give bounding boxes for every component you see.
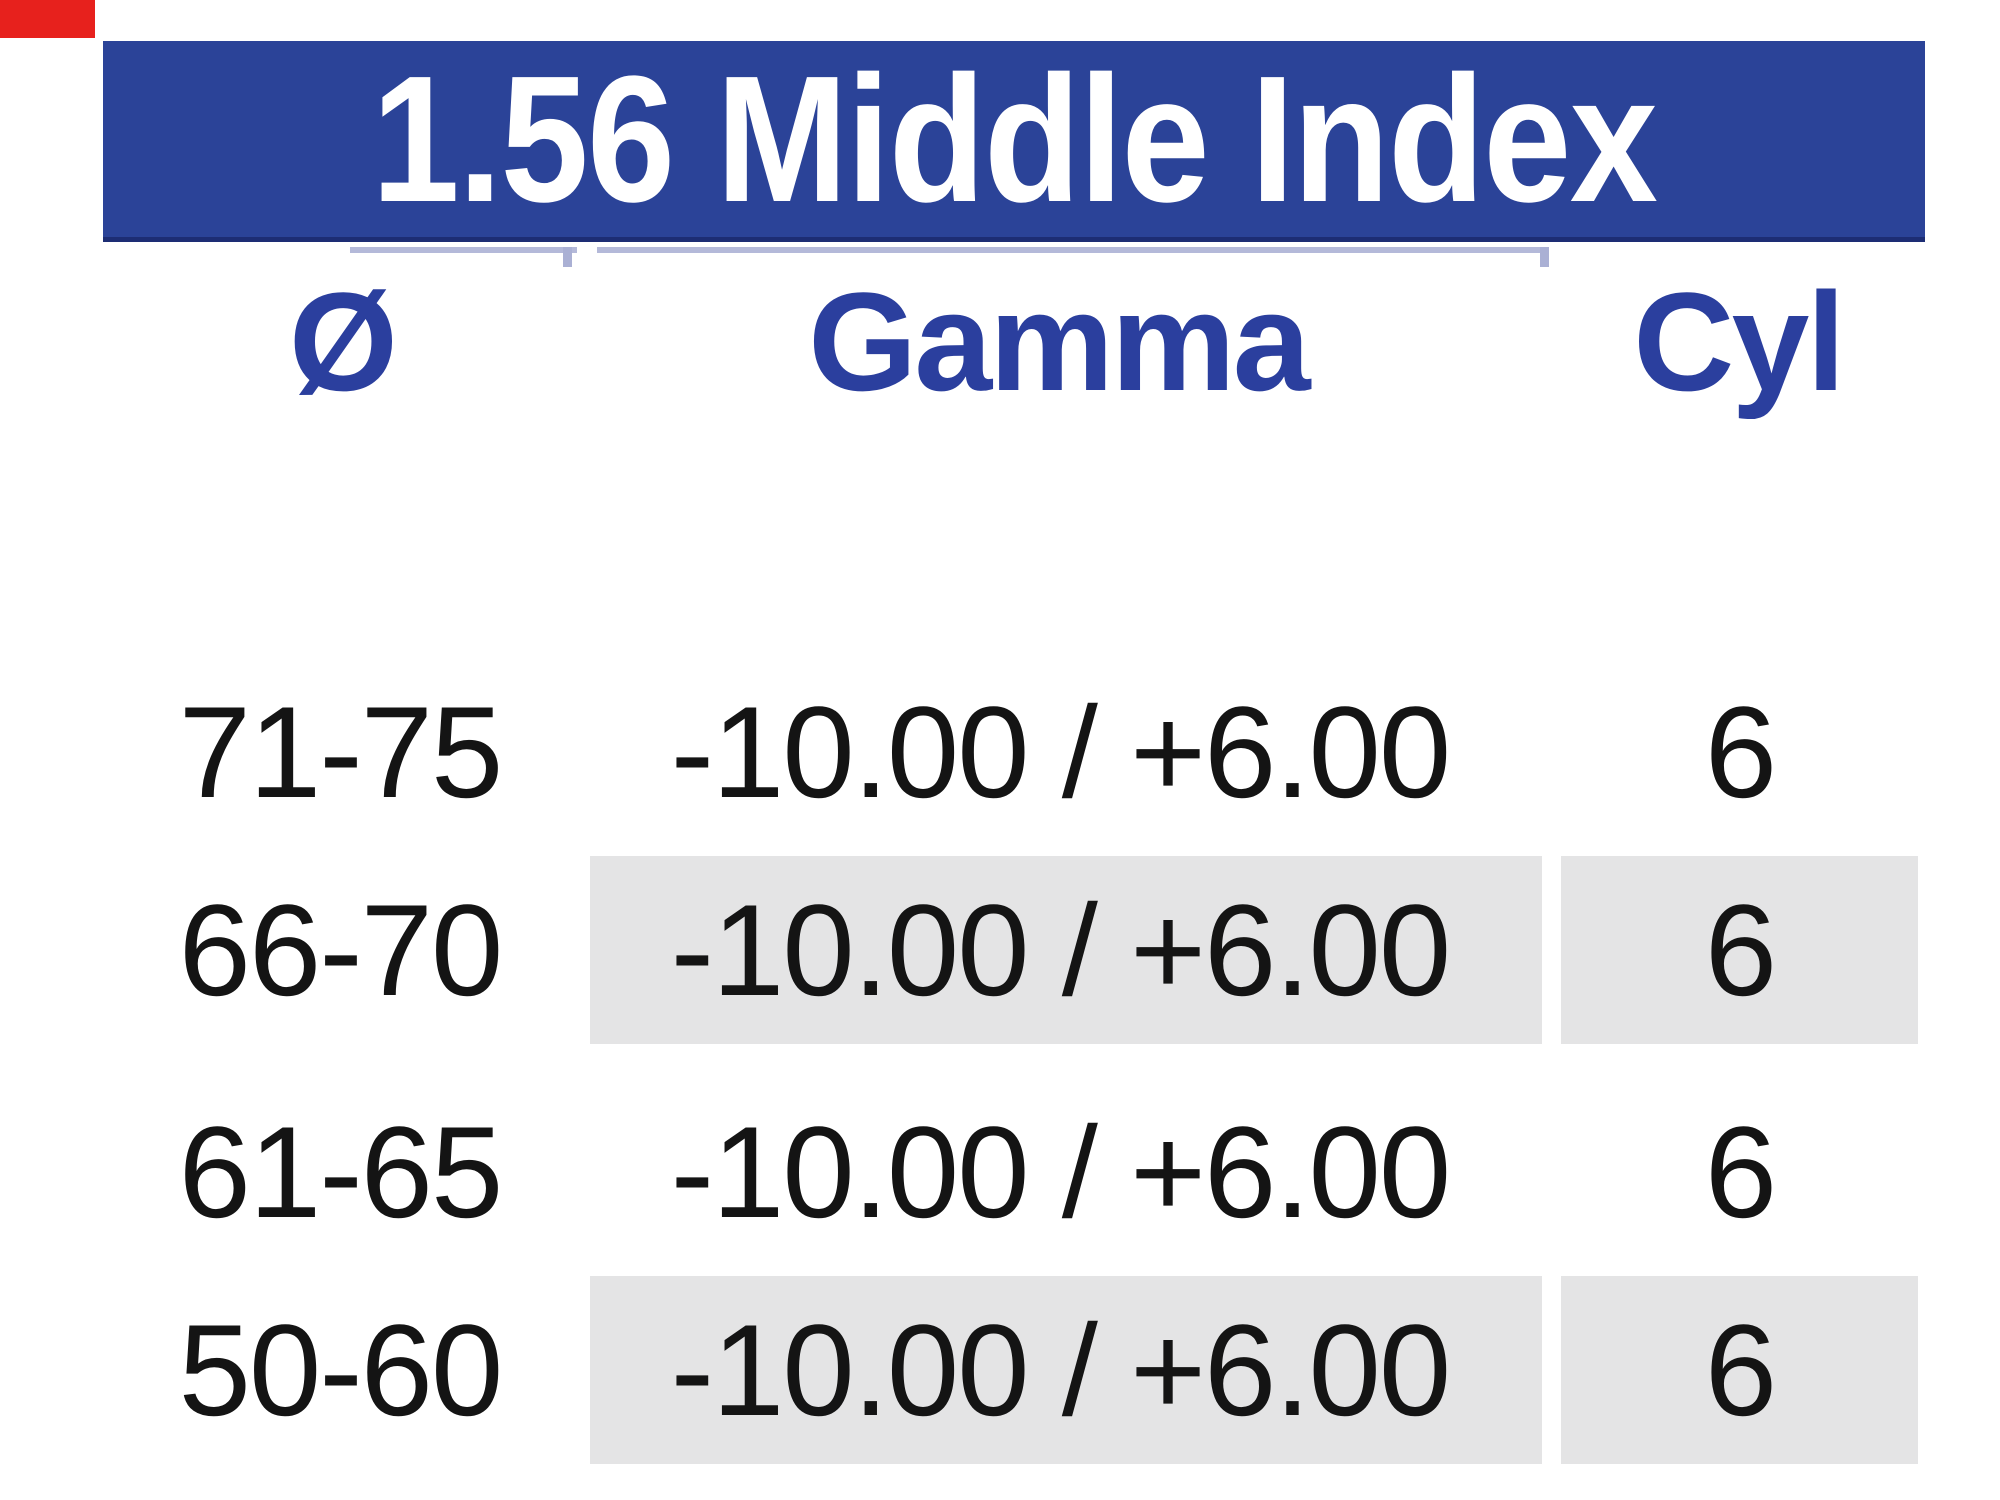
table-row-1-diameter: 71-75 — [120, 652, 560, 852]
column-header-gamma-label: Gamma — [808, 263, 1310, 420]
table-row-3-diameter: 61-65 — [120, 1072, 560, 1272]
red-corner-marker — [0, 0, 95, 38]
cell-diameter: 50-60 — [178, 1297, 504, 1443]
under-bar-rule-tick-left — [563, 247, 572, 267]
shaded-cell-cyl-row2 — [1561, 856, 1918, 1044]
cell-diameter: 61-65 — [178, 1099, 504, 1245]
table-title-bar: 1.56 Middle Index — [103, 39, 1925, 242]
column-header-diameter: Ø — [222, 262, 462, 422]
cell-diameter: 66-70 — [178, 877, 504, 1023]
table-row-1-cyl: 6 — [1580, 652, 1900, 852]
under-bar-rule-left — [350, 247, 577, 253]
shaded-cell-gamma-row4 — [590, 1276, 1542, 1464]
table-row-1-gamma: -10.00 / +6.00 — [640, 652, 1480, 852]
column-header-diameter-label: Ø — [288, 263, 398, 420]
table-row-4-diameter: 50-60 — [120, 1270, 560, 1470]
table-row-3-cyl: 6 — [1580, 1072, 1900, 1272]
cell-gamma: -10.00 / +6.00 — [670, 1297, 1452, 1443]
table-row-2-diameter: 66-70 — [120, 850, 560, 1050]
cell-gamma: -10.00 / +6.00 — [670, 679, 1452, 825]
cell-gamma: -10.00 / +6.00 — [670, 1099, 1452, 1245]
table-row-2-gamma: -10.00 / +6.00 — [640, 850, 1480, 1050]
shaded-cell-cyl-row4 — [1561, 1276, 1918, 1464]
under-bar-rule-tick-right — [1540, 247, 1549, 267]
cell-cyl: 6 — [1704, 877, 1777, 1023]
column-header-cyl: Cyl — [1578, 262, 1898, 422]
cell-cyl: 6 — [1704, 679, 1777, 825]
column-header-gamma: Gamma — [738, 262, 1378, 422]
table-title: 1.56 Middle Index — [371, 38, 1658, 240]
table-row-3-gamma: -10.00 / +6.00 — [640, 1072, 1480, 1272]
cell-diameter: 71-75 — [178, 679, 504, 825]
table-row-4-cyl: 6 — [1580, 1270, 1900, 1470]
cell-cyl: 6 — [1704, 1099, 1777, 1245]
cell-cyl: 6 — [1704, 1297, 1777, 1443]
table-row-4-gamma: -10.00 / +6.00 — [640, 1270, 1480, 1470]
table-row-2-cyl: 6 — [1580, 850, 1900, 1050]
shaded-cell-gamma-row2 — [590, 856, 1542, 1044]
cell-gamma: -10.00 / +6.00 — [670, 877, 1452, 1023]
under-bar-rule-center — [597, 247, 1548, 253]
column-header-cyl-label: Cyl — [1633, 263, 1845, 420]
